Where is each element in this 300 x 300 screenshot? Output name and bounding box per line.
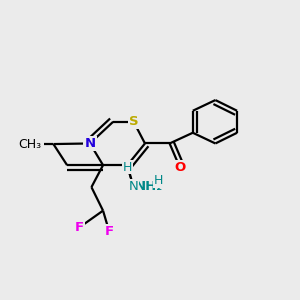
- Text: CH₃: CH₃: [18, 138, 41, 151]
- Text: F: F: [75, 221, 84, 234]
- Text: F: F: [105, 225, 114, 238]
- Text: N: N: [84, 137, 95, 150]
- Text: N: N: [128, 180, 138, 193]
- Text: H: H: [123, 161, 132, 174]
- Text: S: S: [129, 115, 139, 128]
- Text: CH₃: CH₃: [17, 138, 43, 151]
- Text: O: O: [174, 161, 186, 174]
- Text: NH₂: NH₂: [135, 180, 163, 193]
- Text: H: H: [154, 174, 163, 187]
